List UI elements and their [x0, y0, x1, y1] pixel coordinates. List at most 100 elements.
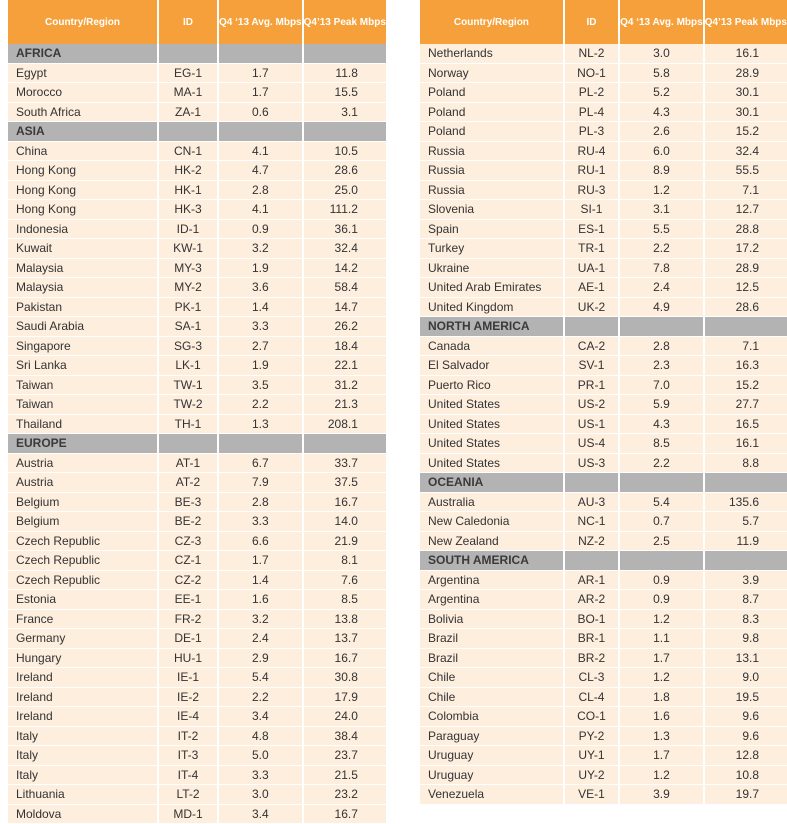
country-cell: Italy	[8, 726, 158, 746]
table-row: Paraguay PY-2 1.3 9.6	[420, 726, 787, 746]
avg-mbps-cell: 5.4	[217, 667, 303, 688]
country-cell: Hong Kong	[8, 199, 158, 220]
country-cell: Brazil	[420, 628, 564, 649]
region-header-row: EUROPE	[8, 433, 386, 454]
peak-mbps-cell: 13.7	[301, 628, 386, 649]
table-row: Poland PL-3 2.6 15.2	[420, 121, 787, 142]
id-cell: AR-1	[562, 570, 620, 590]
country-cell: Norway	[420, 63, 564, 83]
peak-mbps-cell: 14.2	[301, 258, 386, 278]
peak-mbps-cell: 36.1	[301, 219, 386, 239]
region-spacer	[157, 121, 218, 142]
country-cell: Taiwan	[8, 394, 158, 415]
avg-mbps-cell: 1.7	[618, 745, 704, 766]
avg-mbps-cell: 0.9	[618, 589, 704, 610]
country-cell: Sri Lanka	[8, 355, 158, 376]
avg-mbps-cell: 1.9	[217, 355, 303, 376]
id-cell: ES-1	[562, 219, 620, 239]
peak-mbps-cell: 23.2	[301, 784, 386, 805]
id-cell: HU-1	[157, 648, 218, 668]
region-label: NORTH AMERICA	[420, 316, 564, 337]
id-cell: VE-1	[562, 784, 620, 805]
peak-mbps-cell: 9.0	[702, 667, 787, 688]
country-cell: Colombia	[420, 706, 564, 727]
peak-mbps-cell: 9.6	[702, 706, 787, 727]
avg-mbps-cell: 1.1	[618, 628, 704, 649]
region-header-row: AFRICA	[8, 44, 386, 64]
country-cell: Hong Kong	[8, 180, 158, 200]
table-row: Czech Republic CZ-3 6.6 21.9	[8, 531, 386, 551]
peak-mbps-cell: 7.1	[702, 180, 787, 200]
peak-mbps-cell: 8.8	[702, 453, 787, 473]
id-cell: BR-1	[562, 628, 620, 649]
id-cell: CZ-1	[157, 550, 218, 571]
peak-mbps-cell: 28.8	[702, 219, 787, 239]
table-row: United Kingdom UK-2 4.9 28.6	[420, 297, 787, 317]
region-header-row: NORTH AMERICA	[420, 316, 787, 337]
country-cell: Egypt	[8, 63, 158, 83]
country-cell: Ireland	[8, 706, 158, 727]
avg-mbps-cell: 6.0	[618, 141, 704, 161]
id-cell: US-2	[562, 394, 620, 415]
table-row: Brazil BR-1 1.1 9.8	[420, 628, 787, 649]
avg-mbps-cell: 1.7	[217, 550, 303, 571]
table-row: Italy IT-3 5.0 23.7	[8, 745, 386, 766]
table-row: United Arab Emirates AE-1 2.4 12.5	[420, 277, 787, 298]
table-row: United States US-1 4.3 16.5	[420, 414, 787, 434]
table-row: Ireland IE-1 5.4 30.8	[8, 667, 386, 688]
country-cell: Venezuela	[420, 784, 564, 805]
id-cell: CZ-3	[157, 531, 218, 551]
id-cell: AE-1	[562, 277, 620, 298]
country-cell: Bolivia	[420, 609, 564, 629]
country-cell: United Kingdom	[420, 297, 564, 317]
id-cell: BE-2	[157, 511, 218, 532]
id-cell: US-3	[562, 453, 620, 473]
region-spacer	[217, 433, 303, 454]
peak-mbps-cell: 55.5	[702, 160, 787, 181]
id-cell: NZ-2	[562, 531, 620, 551]
avg-mbps-cell: 8.9	[618, 160, 704, 181]
peak-mbps-cell: 16.5	[702, 414, 787, 434]
avg-mbps-cell: 1.7	[217, 63, 303, 83]
country-cell: Saudi Arabia	[8, 316, 158, 337]
avg-mbps-cell: 0.9	[217, 219, 303, 239]
peak-mbps-cell: 30.1	[702, 82, 787, 103]
right-data-table: Country/Region ID Q4 ‘13 Avg. Mbps Q4’13…	[420, 0, 787, 805]
region-spacer	[562, 472, 620, 493]
peak-mbps-cell: 12.7	[702, 199, 787, 220]
table-row: Norway NO-1 5.8 28.9	[420, 63, 787, 83]
peak-mbps-cell: 3.1	[301, 102, 386, 122]
avg-mbps-cell: 1.6	[217, 589, 303, 610]
country-cell: Poland	[420, 121, 564, 142]
avg-mbps-cell: 7.8	[618, 258, 704, 278]
peak-mbps-cell: 23.7	[301, 745, 386, 766]
id-cell: AT-1	[157, 453, 218, 473]
country-cell: Puerto Rico	[420, 375, 564, 395]
avg-mbps-cell: 2.8	[618, 336, 704, 356]
header-avg-mbps: Q4 ‘13 Avg. Mbps	[217, 0, 303, 44]
country-cell: Chile	[420, 667, 564, 688]
table-row: Taiwan TW-1 3.5 31.2	[8, 375, 386, 395]
left-data-table: Country/Region ID Q4 ‘13 Avg. Mbps Q4’13…	[8, 0, 386, 824]
country-cell: Hungary	[8, 648, 158, 668]
id-cell: PY-2	[562, 726, 620, 746]
id-cell: PL-2	[562, 82, 620, 103]
id-cell: DE-1	[157, 628, 218, 649]
table-row: Czech Republic CZ-2 1.4 7.6	[8, 570, 386, 590]
id-cell: BR-2	[562, 648, 620, 668]
left-table-body: AFRICA Egypt EG-1 1.7 11.8 Morocco MA-1 1.7 15.5…	[8, 44, 386, 824]
avg-mbps-cell: 4.8	[217, 726, 303, 746]
id-cell: ID-1	[157, 219, 218, 239]
table-row: Italy IT-4 3.3 21.5	[8, 765, 386, 785]
country-cell: Estonia	[8, 589, 158, 610]
country-cell: Paraguay	[420, 726, 564, 746]
region-spacer	[618, 550, 704, 571]
peak-mbps-cell: 28.9	[702, 63, 787, 83]
id-cell: US-4	[562, 433, 620, 454]
peak-mbps-cell: 21.5	[301, 765, 386, 785]
peak-mbps-cell: 3.9	[702, 570, 787, 590]
peak-mbps-cell: 14.7	[301, 297, 386, 317]
id-cell: MY-2	[157, 277, 218, 298]
table-row: New Zealand NZ-2 2.5 11.9	[420, 531, 787, 551]
table-row: Brazil BR-2 1.7 13.1	[420, 648, 787, 668]
